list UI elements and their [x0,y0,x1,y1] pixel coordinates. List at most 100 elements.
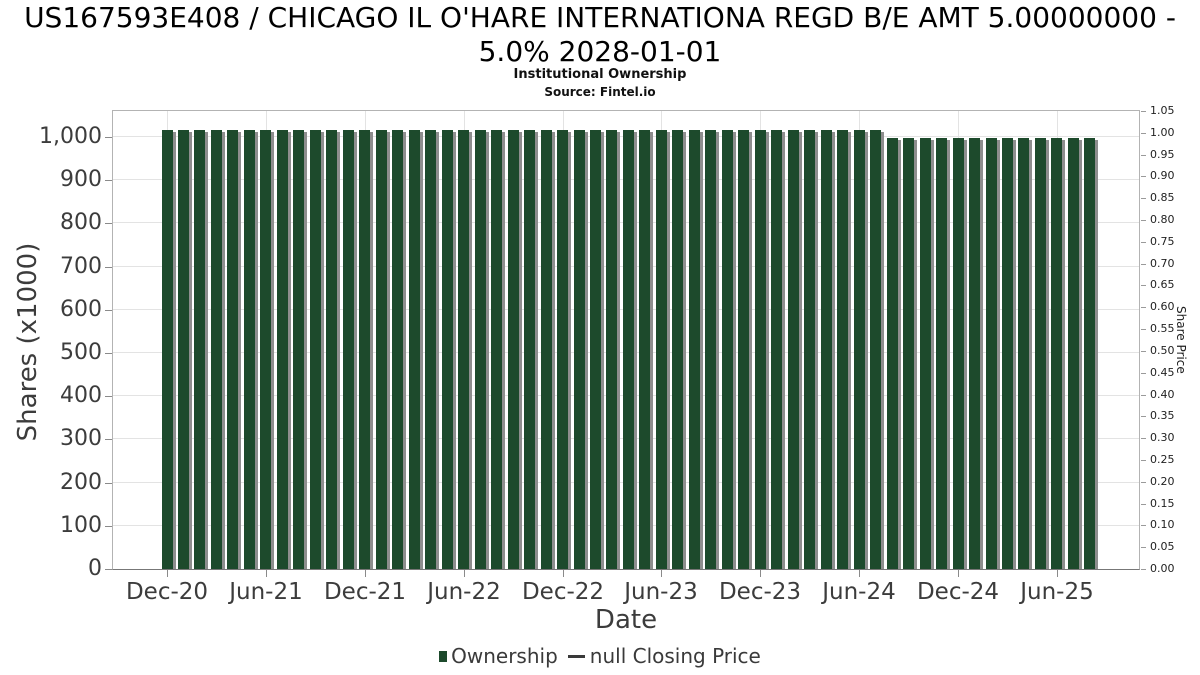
y-axis-tick-right [1141,329,1146,330]
ownership-bar [376,130,387,569]
chart-title-line1: US167593E408 / CHICAGO IL O'HARE INTERNA… [24,1,1176,34]
y-axis-tick-label-right: 0.95 [1150,148,1175,161]
legend-item-ownership[interactable]: Ownership [439,644,558,668]
x-axis-tick-label: Jun-22 [427,579,501,605]
legend-dash-icon [567,654,585,658]
y-axis-tick-label-right: 0.40 [1150,388,1175,401]
x-axis-tick [661,570,662,577]
ownership-bar [574,130,585,569]
x-axis-tick-label: Dec-24 [916,579,1000,605]
y-axis-tick-right [1141,438,1146,439]
y-axis-tick-right [1141,111,1146,112]
y-axis-tick-label-right: 0.45 [1150,366,1175,379]
ownership-bar [1084,138,1095,569]
y-axis-tick-label-right: 0.85 [1150,191,1175,204]
y-axis-tick-left [105,439,112,440]
x-axis-tick [464,570,465,577]
ownership-bar [343,130,354,569]
ownership-bar [541,130,552,569]
y-axis-tick-label-right: 0.00 [1150,562,1175,575]
y-axis-tick-right [1141,285,1146,286]
ownership-bar [705,130,716,569]
y-axis-tick-label-left: 700 [60,254,102,279]
x-axis-tick-label: Jun-24 [822,579,896,605]
y-axis-tick-left [105,137,112,138]
y-axis-tick-label-right: 0.10 [1150,518,1175,531]
ownership-bar [162,130,173,569]
ownership-bar [837,130,848,569]
y-axis-tick-label-right: 0.75 [1150,235,1175,248]
y-axis-tick-label-left: 600 [60,297,102,322]
ownership-bar [788,130,799,569]
ownership-bar [821,130,832,569]
ownership-bar [458,130,469,569]
y-axis-tick-label-right: 0.65 [1150,278,1175,291]
ownership-bar [887,138,898,569]
x-axis-tick [958,570,959,577]
y-axis-tick-right [1141,460,1146,461]
ownership-bar [639,130,650,569]
ownership-bar [277,130,288,569]
ownership-bar [1018,138,1029,569]
y-axis-tick-right [1141,220,1146,221]
y-axis-tick-label-right: 0.90 [1150,169,1175,182]
y-axis-tick-right [1141,155,1146,156]
ownership-bar [738,130,749,569]
x-axis-tick-label: Jun-23 [624,579,698,605]
y-axis-tick-right [1141,416,1146,417]
y-axis-tick-right [1141,242,1146,243]
x-axis-tick [266,570,267,577]
legend: Ownership null Closing Price [0,644,1200,668]
ownership-bar [689,130,700,569]
ownership-bar [1035,138,1046,569]
ownership-bar [178,130,189,569]
ownership-bar [211,130,222,569]
ownership-bar [854,130,865,569]
legend-square-icon [439,650,448,662]
ownership-bar [920,138,931,569]
y-axis-tick-label-left: 100 [60,513,102,538]
y-axis-tick-right [1141,264,1146,265]
x-axis-tick-label: Dec-20 [125,579,209,605]
x-axis-tick-label: Dec-23 [718,579,802,605]
y-axis-tick-label-right: 0.55 [1150,322,1175,335]
ownership-bar [1051,138,1062,569]
ownership-bar [425,130,436,569]
y-axis-tick-label-left: 800 [60,210,102,235]
ownership-bar [722,130,733,569]
y-axis-tick-right [1141,351,1146,352]
legend-label-ownership: Ownership [451,644,558,668]
x-axis-tick-label: Jun-25 [1020,579,1094,605]
y-axis-tick-label-left: 500 [60,340,102,365]
ownership-bar [1002,138,1013,569]
y-axis-tick-left [105,569,112,570]
x-axis-tick [167,570,168,577]
y-axis-tick-label-left: 1,000 [39,124,102,149]
y-axis-tick-left [105,353,112,354]
y-axis-tick-right [1141,504,1146,505]
y-axis-tick-label-right: 0.25 [1150,453,1175,466]
x-axis-tick-label: Jun-21 [229,579,303,605]
ownership-bar [293,130,304,569]
y-axis-tick-right [1141,482,1146,483]
y-axis-label-right: Share Price [1174,306,1188,374]
y-axis-tick-label-left: 900 [60,167,102,192]
y-axis-tick-label-right: 0.50 [1150,344,1175,357]
y-axis-tick-label-right: 0.20 [1150,475,1175,488]
x-axis-tick [859,570,860,577]
ownership-bar [508,130,519,569]
ownership-bar [804,130,815,569]
y-axis-tick-label-right: 0.70 [1150,257,1175,270]
legend-label-closing-price: null Closing Price [589,644,761,668]
ownership-bar [903,138,914,569]
ownership-bar [260,130,271,569]
x-axis-tick-label: Dec-22 [521,579,605,605]
legend-item-closing-price[interactable]: null Closing Price [567,644,761,668]
y-axis-tick-label-right: 1.00 [1150,126,1175,139]
y-axis-tick-left [105,267,112,268]
y-axis-tick-label-right: 0.35 [1150,409,1175,422]
ownership-bar [606,130,617,569]
ownership-bar [524,130,535,569]
